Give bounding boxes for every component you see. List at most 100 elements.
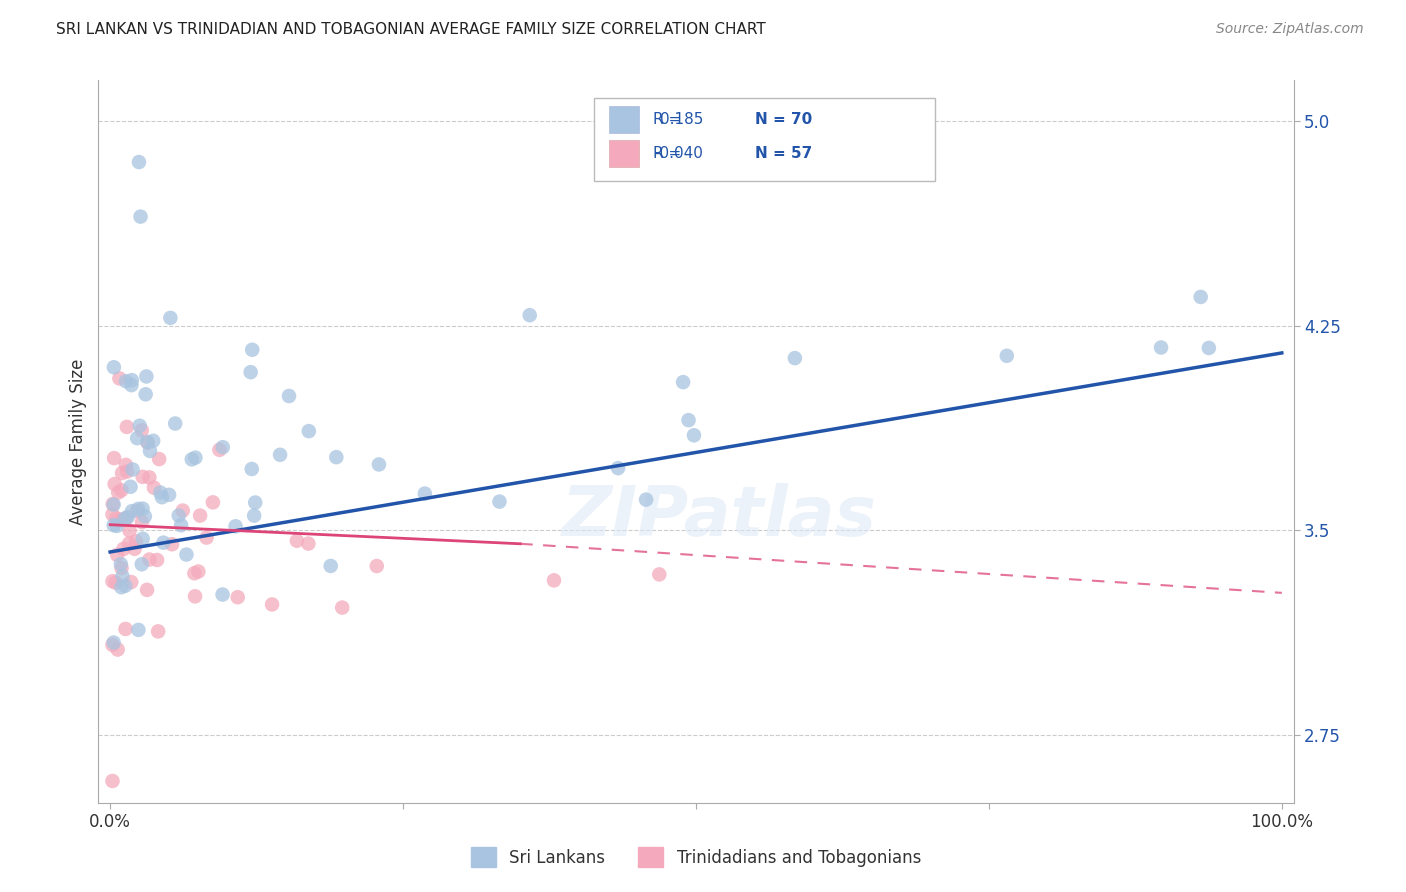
Point [132,532,155,546]
FancyBboxPatch shape [609,105,638,133]
Point [262,598,284,612]
Point [134,509,156,524]
Point [131,501,153,516]
Text: R =: R = [652,145,681,161]
Point [648,567,671,582]
Point [124,541,146,556]
Point [118,536,141,550]
Point [114,579,136,593]
Point [183,566,205,581]
Point [115,458,138,472]
Point [103,451,125,466]
Point [683,428,706,442]
Point [239,365,262,379]
Point [368,458,391,472]
Point [115,374,138,388]
Point [115,420,138,434]
Point [129,210,152,224]
Text: Source: ZipAtlas.com: Source: ZipAtlas.com [1216,22,1364,37]
Point [366,559,388,574]
Point [297,536,319,550]
Point [111,466,134,480]
Point [146,624,169,639]
Point [285,533,308,548]
Point [107,642,129,657]
Point [110,483,132,498]
Point [245,495,267,509]
Point [103,498,125,512]
Point [127,431,149,445]
Point [136,582,159,597]
Point [157,488,180,502]
Point [112,541,135,556]
Point [110,557,132,571]
Text: SRI LANKAN VS TRINIDADIAN AND TOBAGONIAN AVERAGE FAMILY SIZE CORRELATION CHART: SRI LANKAN VS TRINIDADIAN AND TOBAGONIAN… [56,22,766,37]
FancyBboxPatch shape [595,98,935,181]
Point [243,508,266,523]
Point [188,508,211,523]
Point [149,485,172,500]
Point [180,452,202,467]
Point [131,515,153,529]
Point [128,155,150,169]
Point [125,504,148,518]
Point [172,503,194,517]
Y-axis label: Average Family Size: Average Family Size [69,359,87,524]
Point [105,519,128,533]
Point [108,371,131,385]
Point [783,351,806,365]
Point [225,519,247,533]
Point [413,486,436,500]
Point [115,465,138,479]
Point [131,470,153,484]
Point [678,413,700,427]
Point [607,461,630,475]
Point [114,511,136,525]
Point [128,418,150,433]
Text: ZIPatlas: ZIPatlas [562,483,877,550]
Point [184,450,207,465]
Point [135,369,157,384]
Point [111,569,134,583]
Point [1150,341,1173,355]
Point [240,462,263,476]
Point [105,548,128,562]
Point [146,553,169,567]
Point [127,501,149,516]
Point [136,435,159,450]
Point [211,440,233,454]
Point [150,490,173,504]
Point [101,774,124,789]
Point [278,389,301,403]
Point [269,448,291,462]
Point [127,623,149,637]
Text: R =: R = [652,112,681,127]
Point [138,470,160,484]
Point [995,349,1018,363]
Point [184,590,207,604]
Point [152,535,174,549]
Point [121,378,143,392]
Point [125,534,148,549]
Point [121,373,143,387]
Point [103,518,125,533]
Point [101,574,124,589]
Legend: Sri Lankans, Trinidadians and Tobagonians: Sri Lankans, Trinidadians and Tobagonian… [464,840,928,874]
Point [104,575,127,590]
Point [187,565,209,579]
Point [319,558,342,573]
Point [139,443,162,458]
Point [120,575,142,590]
Point [165,417,187,431]
Point [138,552,160,566]
Point [105,511,128,525]
Point [120,480,142,494]
Point [208,442,231,457]
Point [211,588,233,602]
Point [672,375,695,389]
Point [176,548,198,562]
Point [110,561,132,575]
Point [160,537,183,551]
Text: N = 57: N = 57 [755,145,811,161]
Point [519,308,541,322]
